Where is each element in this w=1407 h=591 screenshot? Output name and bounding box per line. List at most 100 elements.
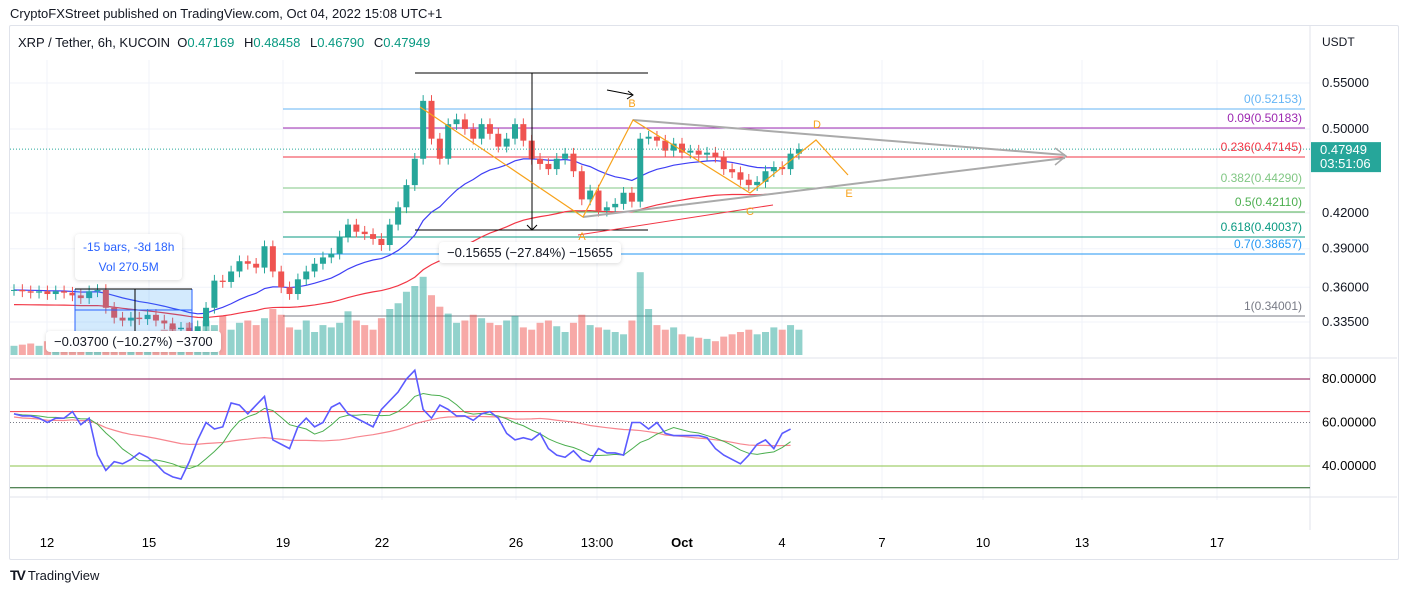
candle[interactable] xyxy=(562,147,569,165)
candle[interactable] xyxy=(486,118,493,140)
candle-body xyxy=(495,133,502,147)
candle[interactable] xyxy=(386,218,393,251)
candle[interactable] xyxy=(403,179,410,214)
candle[interactable] xyxy=(261,240,268,274)
candle[interactable] xyxy=(136,311,143,325)
candle[interactable] xyxy=(695,144,702,161)
candle-body xyxy=(161,320,168,324)
candle[interactable] xyxy=(512,118,518,145)
candle[interactable] xyxy=(19,284,26,298)
candle[interactable] xyxy=(595,184,602,217)
candle[interactable] xyxy=(503,132,510,153)
candle[interactable] xyxy=(370,228,377,245)
last-price-badge xyxy=(1311,142,1381,173)
candle-body xyxy=(303,271,310,280)
candle[interactable] xyxy=(69,286,76,302)
candle[interactable] xyxy=(52,285,59,300)
candle[interactable] xyxy=(328,247,335,264)
candle[interactable] xyxy=(553,153,560,175)
candle[interactable] xyxy=(770,161,777,178)
candle[interactable] xyxy=(779,161,786,175)
candle[interactable] xyxy=(211,274,218,314)
candle[interactable] xyxy=(319,251,326,270)
candle[interactable] xyxy=(478,118,485,145)
candle[interactable] xyxy=(612,198,619,214)
volume-bar xyxy=(294,329,302,355)
candle[interactable] xyxy=(578,165,585,206)
candle[interactable] xyxy=(679,137,685,159)
candle[interactable] xyxy=(495,128,502,153)
candle[interactable] xyxy=(244,255,251,270)
candle[interactable] xyxy=(203,302,210,333)
candle[interactable] xyxy=(228,265,235,288)
candle[interactable] xyxy=(144,309,151,325)
candle[interactable] xyxy=(345,218,351,243)
candle[interactable] xyxy=(762,165,769,188)
candle[interactable] xyxy=(737,166,744,186)
candle[interactable] xyxy=(453,113,460,130)
candle[interactable] xyxy=(152,309,159,327)
candle[interactable] xyxy=(303,265,310,286)
candle[interactable] xyxy=(570,147,577,178)
candle[interactable] xyxy=(461,113,468,135)
candle[interactable] xyxy=(395,201,402,231)
candle[interactable] xyxy=(361,225,368,240)
candle[interactable] xyxy=(311,258,318,278)
candle[interactable] xyxy=(795,143,802,160)
candle[interactable] xyxy=(269,240,276,278)
candle-body xyxy=(670,143,677,151)
candle[interactable] xyxy=(637,132,644,208)
candle[interactable] xyxy=(704,146,711,161)
candle-body xyxy=(704,152,711,155)
candle[interactable] xyxy=(662,134,669,157)
tradingview-brand[interactable]: TV TradingView xyxy=(10,567,99,583)
candle[interactable] xyxy=(537,153,544,170)
trend-arrow xyxy=(606,89,634,96)
candle[interactable] xyxy=(219,274,226,288)
candle[interactable] xyxy=(420,95,427,165)
candle[interactable] xyxy=(278,265,285,294)
candle[interactable] xyxy=(787,147,794,175)
candle[interactable] xyxy=(520,118,527,147)
candle[interactable] xyxy=(294,273,301,300)
candle[interactable] xyxy=(286,281,293,300)
candle[interactable] xyxy=(11,284,17,296)
candle[interactable] xyxy=(587,184,594,206)
candle[interactable] xyxy=(620,187,627,210)
candle[interactable] xyxy=(253,258,260,274)
candle[interactable] xyxy=(94,284,101,298)
candle[interactable] xyxy=(236,255,243,278)
candle[interactable] xyxy=(27,285,34,299)
candle[interactable] xyxy=(77,289,84,304)
candle-body xyxy=(94,289,101,292)
volume-bar xyxy=(469,314,477,355)
candle[interactable] xyxy=(670,137,677,157)
volume-bar xyxy=(561,332,569,355)
candle[interactable] xyxy=(470,123,477,145)
candle[interactable] xyxy=(61,285,68,299)
candle[interactable] xyxy=(378,233,385,251)
volume-bar xyxy=(361,325,369,355)
candle[interactable] xyxy=(336,230,343,260)
candle[interactable] xyxy=(545,158,552,175)
candle-body xyxy=(520,124,527,141)
candle[interactable] xyxy=(428,95,435,145)
candle[interactable] xyxy=(720,150,727,175)
candle-body xyxy=(77,295,84,299)
candle[interactable] xyxy=(628,187,635,208)
candle[interactable] xyxy=(353,218,360,238)
candle[interactable] xyxy=(745,173,752,191)
candle[interactable] xyxy=(729,163,736,179)
candle[interactable] xyxy=(754,176,761,191)
candle[interactable] xyxy=(653,130,660,147)
candle[interactable] xyxy=(111,302,118,324)
symbol-title[interactable]: XRP / Tether, 6h, KUCOIN xyxy=(18,35,170,50)
candle[interactable] xyxy=(127,311,134,327)
candle[interactable] xyxy=(161,314,168,330)
candle[interactable] xyxy=(645,130,652,145)
candle[interactable] xyxy=(411,153,418,191)
candle[interactable] xyxy=(36,285,43,299)
candle[interactable] xyxy=(119,311,126,327)
candle[interactable] xyxy=(44,285,51,300)
